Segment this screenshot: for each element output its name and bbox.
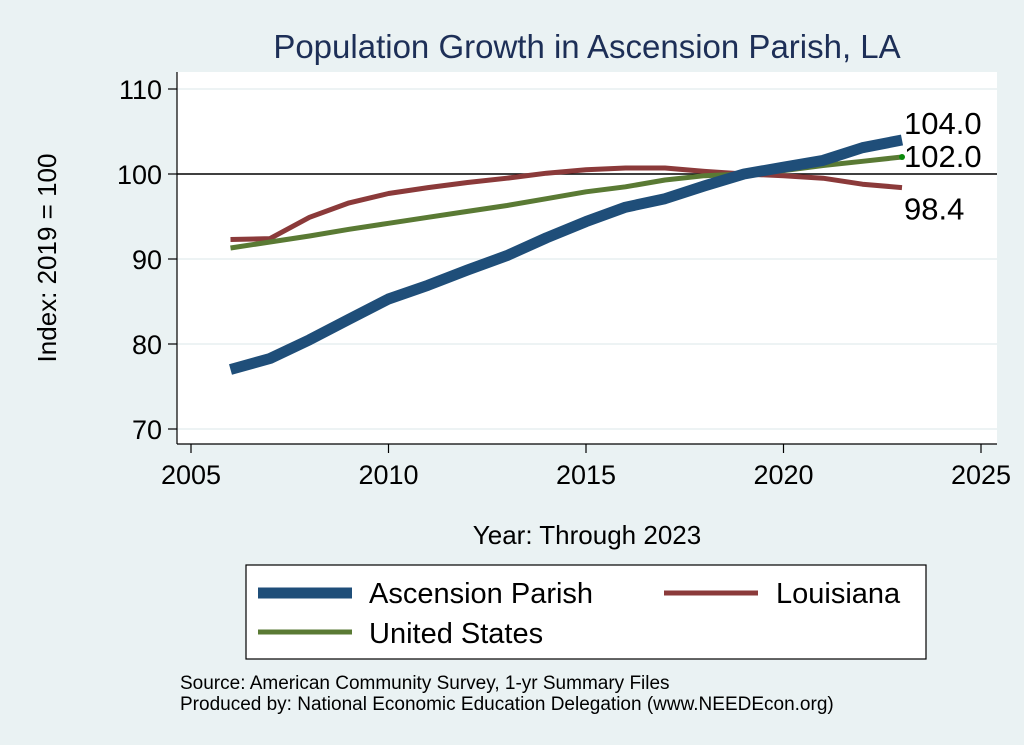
end-label-united-states: 102.0 <box>904 139 982 174</box>
x-tick-label-2010: 2010 <box>358 460 418 490</box>
y-axis-title: Index: 2019 = 100 <box>32 154 62 363</box>
x-tick-label-2015: 2015 <box>556 460 616 490</box>
legend: Ascension Parish Louisiana United States <box>245 564 927 660</box>
grid-lines <box>177 88 997 430</box>
series-line-louisiana <box>230 165 903 242</box>
x-axis-title: Year: Through 2023 <box>473 520 701 550</box>
legend-label-ascension-parish: Ascension Parish <box>369 578 593 610</box>
producer-note: Produced by: National Economic Education… <box>180 694 834 715</box>
series-lines <box>229 134 904 375</box>
x-tick-label-2025: 2025 <box>951 460 1011 490</box>
legend-label-united-states: United States <box>369 618 543 650</box>
chart-title: Population Growth in Ascension Parish, L… <box>273 28 900 65</box>
y-tick-label-70: 70 <box>132 415 162 445</box>
axes: 70 80 90 100 110 2005 2010 2015 2020 2025 <box>117 72 1011 490</box>
x-tick-label-2005: 2005 <box>161 460 221 490</box>
end-marker-united-states <box>899 154 905 160</box>
y-tick-label-90: 90 <box>132 245 162 275</box>
plot-area <box>177 72 997 444</box>
legend-label-louisiana: Louisiana <box>776 578 901 610</box>
end-label-ascension-parish: 104.0 <box>904 106 982 141</box>
legend-box <box>245 564 927 660</box>
y-tick-label-100: 100 <box>117 160 162 190</box>
y-tick-label-80: 80 <box>132 330 162 360</box>
x-tick-label-2020: 2020 <box>753 460 813 490</box>
y-tick-label-110: 110 <box>119 75 162 105</box>
series-line-ascension-parish <box>229 134 904 375</box>
source-note: Source: American Community Survey, 1-yr … <box>180 673 670 694</box>
end-labels: 104.0 98.4 102.0 <box>899 106 982 227</box>
end-label-louisiana: 98.4 <box>904 192 964 227</box>
